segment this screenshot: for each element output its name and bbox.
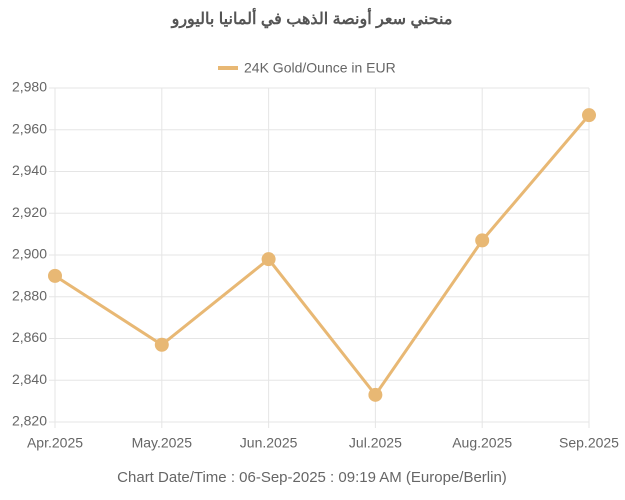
- data-point: [261, 252, 276, 267]
- y-tick-label: 2,940: [12, 162, 47, 178]
- data-point: [368, 387, 383, 402]
- x-tick-label: May.2025: [132, 435, 193, 451]
- y-tick-label: 2,820: [12, 413, 47, 429]
- y-tick-label: 2,980: [12, 79, 47, 95]
- x-tick-label: Apr.2025: [27, 435, 83, 451]
- data-point: [154, 337, 169, 352]
- x-tick-label: Jun.2025: [240, 435, 298, 451]
- chart-title: منحني سعر أونصة الذهب في ألمانيا باليورو: [171, 7, 453, 29]
- y-tick-label: 2,900: [12, 246, 47, 262]
- x-tick-label: Sep.2025: [559, 435, 619, 451]
- y-tick-label: 2,860: [12, 329, 47, 345]
- legend-swatch: [218, 66, 238, 70]
- series-line: [54, 114, 591, 398]
- data-point: [582, 108, 596, 123]
- legend-label: 24K Gold/Ounce in EUR: [244, 60, 396, 76]
- y-tick-label: 2,880: [12, 287, 47, 303]
- data-point: [48, 268, 62, 283]
- x-tick-label: Aug.2025: [452, 435, 512, 451]
- y-tick-label: 2,840: [12, 371, 47, 387]
- x-tick-label: Jul.2025: [349, 435, 402, 451]
- y-tick-label: 2,960: [12, 120, 47, 136]
- caption: Chart Date/Time : 06-Sep-2025 : 09:19 AM…: [117, 469, 507, 486]
- y-tick-label: 2,920: [12, 204, 47, 220]
- data-point: [475, 233, 490, 248]
